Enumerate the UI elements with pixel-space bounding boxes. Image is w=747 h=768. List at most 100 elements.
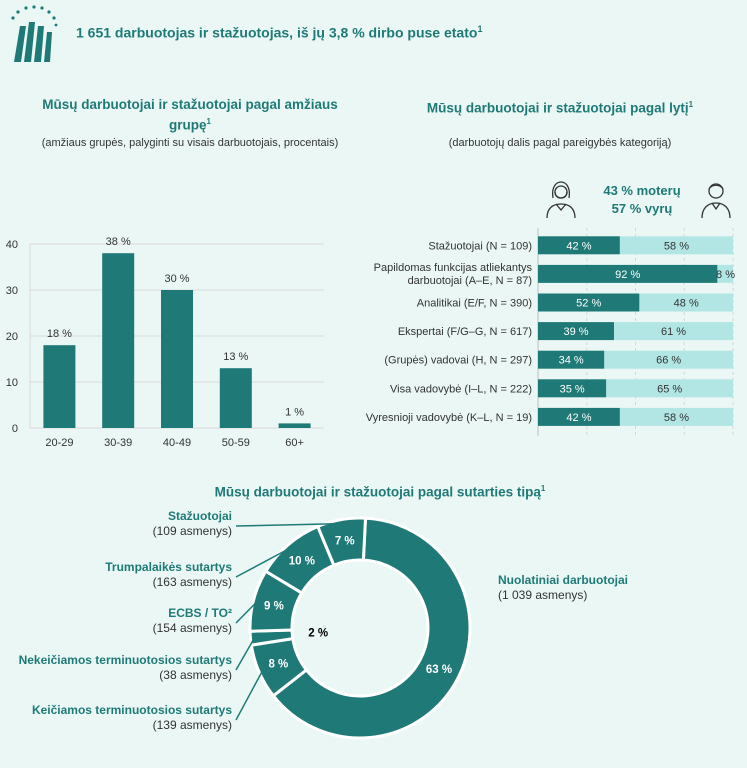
men-share-label: 58 % [664, 240, 689, 252]
y-tick-label: 10 [6, 377, 18, 389]
slice-name-label: Trumpalaikės sutartys [105, 560, 232, 574]
y-tick-label: 0 [12, 423, 18, 435]
bar-data-label: 13 % [223, 351, 248, 363]
x-tick-label: 50-59 [222, 437, 250, 449]
slice-name-label: Nuolatiniai darbuotojai [498, 573, 628, 587]
y-tick-label: 30 [6, 285, 18, 297]
leader-line [235, 669, 264, 721]
men-share-bar [619, 236, 733, 255]
women-share-label: 42 % [566, 412, 591, 424]
leader-line [235, 637, 256, 671]
women-share-bar [538, 379, 607, 398]
donut-slice [315, 516, 368, 568]
x-tick-label: 40-49 [163, 437, 191, 449]
y-tick-label: 20 [6, 331, 18, 343]
bar-60+ [278, 423, 311, 428]
women-share-label: 39 % [563, 326, 588, 338]
women-share-bar [538, 293, 640, 312]
contract-chart-title-footnote: 1 [540, 484, 546, 493]
slice-value-label: 63 % [426, 664, 452, 676]
contract-donut-chart: 63 % 8 % 2 % 9 % 10 % 7 % Nuolatiniai darbuoto… [19, 509, 628, 740]
age-chart-title-footnote: 1 [206, 117, 211, 126]
slice-count-label: (1 039 asmenys) [498, 588, 587, 602]
men-share-bar [717, 264, 733, 283]
category-label: Analitikai (E/F, N = 390) [417, 298, 532, 310]
men-share-label: 66 % [656, 355, 681, 367]
age-chart-title-text: Mūsų darbuotojai ir stažuotojai pagal am… [42, 97, 338, 133]
slice-value-label: 10 % [289, 556, 315, 568]
men-share-bar [639, 293, 733, 312]
women-share-label: 35 % [560, 383, 585, 395]
women-summary: 43 % moterų [603, 183, 681, 198]
slice-count-label: (163 asmenys) [153, 575, 232, 589]
women-share-bar [538, 322, 615, 341]
bar-data-label: 1 % [285, 406, 304, 418]
category-label-line2: darbuotojai (A–E, N = 87) [408, 275, 532, 287]
gender-chart-title: Mūsų darbuotojai ir stažuotojai pagal ly… [395, 96, 725, 117]
women-share-bar [538, 236, 620, 255]
men-share-label: 61 % [661, 326, 686, 338]
age-bar-chart: 0 10 20 30 40 18 % 20-29 38 % 30-39 30 % 40-49 13 %… [6, 236, 324, 449]
men-share-label: 58 % [664, 412, 689, 424]
leader-line [235, 522, 342, 527]
x-tick-label: 60+ [285, 437, 304, 449]
bar-data-label: 38 % [106, 236, 131, 248]
category-label: Stažuotojai (N = 109) [428, 240, 532, 252]
slice-count-label: (154 asmenys) [153, 621, 232, 635]
women-share-label: 52 % [576, 298, 601, 310]
x-tick-label: 20-29 [45, 437, 73, 449]
bar-data-label: 18 % [47, 328, 72, 340]
contract-chart-title-text: Mūsų darbuotojai ir stažuotojai pagal su… [214, 484, 541, 500]
women-share-label: 34 % [559, 355, 584, 367]
slice-name-label: ECBS / TO² [168, 606, 232, 620]
bar-20-29 [43, 345, 76, 428]
category-label: Visa vadovybė (I–L, N = 222) [390, 383, 532, 395]
contract-chart-title: Mūsų darbuotojai ir stažuotojai pagal su… [170, 480, 590, 501]
women-share-bar [538, 407, 620, 426]
leader-line [235, 600, 258, 624]
slice-value-label: 9 % [264, 600, 284, 612]
women-share-bar [538, 264, 718, 283]
category-label: (Grupės) vadovai (H, N = 297) [384, 355, 532, 367]
men-share-label: 65 % [657, 383, 682, 395]
leader-line [235, 547, 292, 578]
gender-stacked-bar-chart: 42 % 58 % Stažuotojai (N = 109) 92 % 8 % Papi… [366, 228, 735, 436]
men-share-bar [614, 322, 733, 341]
slice-name-label: Stažuotojai [168, 509, 232, 523]
bar-40-49 [161, 290, 193, 428]
x-tick-label: 30-39 [104, 437, 132, 449]
age-chart-subtitle: (amžiaus grupės, palyginti su visais dar… [41, 137, 339, 149]
gender-chart-subtitle: (darbuotojų dalis pagal pareigybės kateg… [448, 137, 672, 149]
eu-institution-logo [6, 4, 60, 64]
slice-count-label: (109 asmenys) [153, 524, 232, 538]
age-chart-title: Mūsų darbuotojai ir stažuotojai pagal am… [20, 96, 360, 134]
gender-chart-title-footnote: 1 [688, 100, 694, 109]
bar-30-39 [102, 253, 135, 428]
slice-name-label: Nekeičiamos terminuotosios sutartys [19, 653, 233, 667]
women-share-label: 42 % [566, 240, 591, 252]
slice-name-label: Keičiamos terminuotosios sutartys [32, 703, 232, 717]
headline-footnote-mark: 1 [477, 24, 483, 34]
category-label: Vyresnioji vadovybė (K–L, N = 19) [366, 412, 532, 424]
men-share-bar [604, 350, 733, 369]
slice-count-label: (139 asmenys) [153, 718, 232, 732]
gender-chart-title-text: Mūsų darbuotojai ir stažuotojai pagal ly… [426, 100, 689, 116]
men-share-label: 8 % [716, 269, 735, 281]
bar-data-label: 30 % [164, 273, 189, 285]
donut-slice [271, 516, 472, 740]
headline: 1 651 darbuotojas ir stažuotojas, iš jų … [76, 24, 482, 41]
man-icon [698, 180, 734, 225]
slice-value-label: 8 % [268, 658, 288, 670]
bar-50-59 [219, 368, 252, 428]
gender-summary: 43 % moterų 57 % vyrų [590, 182, 694, 218]
women-share-bar [538, 350, 605, 369]
header-band [0, 0, 747, 68]
men-share-bar [619, 407, 733, 426]
slice-count-label: (38 asmenys) [159, 668, 232, 682]
category-label-line1: Papildomas funkcijas atliekantys [374, 262, 533, 274]
slice-value-label: 2 % [308, 627, 328, 639]
woman-icon [543, 180, 579, 225]
category-label: Ekspertai (F/G–G, N = 617) [398, 326, 532, 338]
slice-value-label: 7 % [335, 535, 355, 547]
